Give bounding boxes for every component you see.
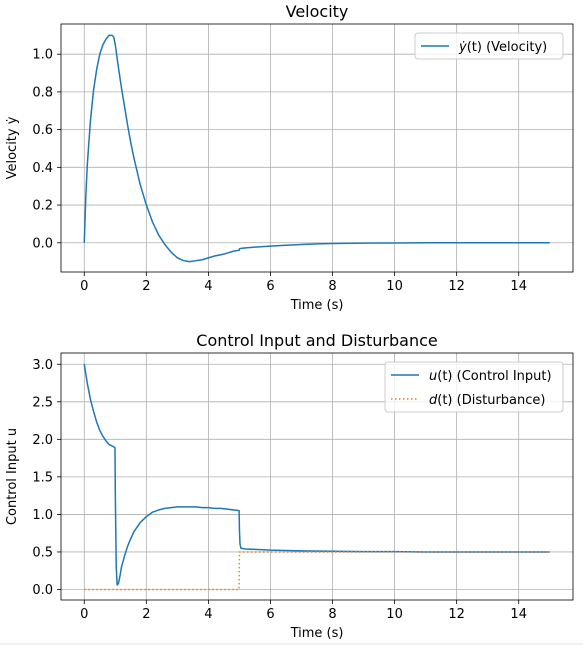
x-tick-label: 10 — [386, 279, 403, 294]
y-tick-label: 2.0 — [32, 433, 53, 448]
chart-title: Control Input and Disturbance — [196, 331, 437, 350]
series-line-0 — [83, 364, 550, 586]
legend-label-arg: (t) — [467, 40, 482, 55]
chart-title: Velocity — [286, 2, 349, 21]
series-line-1 — [84, 551, 550, 591]
y-tick-label: 0.8 — [32, 85, 53, 100]
x-tick-label: 12 — [448, 279, 465, 294]
legend-label-symbol: d — [429, 393, 438, 408]
y-tick-label: 1.0 — [32, 508, 53, 523]
x-tick-label: 4 — [204, 279, 212, 294]
y-tick-label: 0.0 — [32, 236, 53, 251]
axes-frame — [60, 23, 574, 273]
y-tick-label: 0.0 — [32, 583, 53, 598]
x-tick-label: 2 — [142, 607, 150, 622]
y-tick-label: 2.5 — [32, 395, 53, 410]
y-tick-label: 0.6 — [32, 123, 53, 138]
legend-label-text: (Velocity) — [482, 40, 547, 55]
x-axis-label: Time (s) — [290, 298, 344, 313]
legend-label-arg: (t) — [437, 393, 452, 408]
legend-label-0: u(t) (Control Input) — [429, 369, 552, 384]
y-tick-label: 3.0 — [32, 358, 53, 373]
x-tick-label: 14 — [510, 607, 527, 622]
legend-box — [414, 32, 564, 60]
x-tick-label: 6 — [266, 607, 274, 622]
x-tick-label: 8 — [328, 279, 336, 294]
y-tick-label: 1.5 — [32, 470, 53, 485]
y-axis-label: Velocity ẏ — [5, 116, 20, 179]
x-tick-label: 14 — [510, 279, 527, 294]
x-axis-label: Time (s) — [290, 626, 344, 641]
legend-label-text: (Disturbance) — [453, 393, 546, 408]
control-input-chart: 0 2 4 6 8 10 12 14 0.0 0.5 1.0 1.5 2.0 2.5 3.0 Control … — [5, 331, 574, 641]
x-tick-label: 4 — [204, 607, 212, 622]
series-line-0 — [83, 34, 550, 263]
x-tick-label: 8 — [328, 607, 336, 622]
y-axis-label: Control Input u — [5, 428, 20, 525]
legend-label-symbol: u — [429, 369, 437, 384]
x-tick-label: 6 — [266, 279, 274, 294]
x-tick-label: 0 — [80, 279, 88, 294]
y-tick-label: 1.0 — [32, 48, 53, 63]
legend-box — [384, 361, 564, 413]
y-tick-label: 0.5 — [32, 545, 53, 560]
legend-label-0: ẏ(t) (Velocity) — [458, 40, 547, 55]
x-tick-label: 10 — [386, 607, 403, 622]
x-tick-label: 2 — [142, 279, 150, 294]
x-tick-label: 0 — [80, 607, 88, 622]
velocity-chart: 0 2 4 6 8 10 12 14 0.0 0.2 0.4 0.6 0.8 1.0 Velocity Tim… — [5, 2, 574, 313]
window-bottom-edge — [0, 643, 583, 645]
legend-label-arg: (t) — [437, 369, 452, 384]
y-tick-label: 0.4 — [32, 161, 53, 176]
y-tick-label: 0.2 — [32, 199, 53, 214]
legend-label-1: d(t) (Disturbance) — [429, 393, 545, 408]
legend-label-text: (Control Input) — [453, 369, 552, 384]
x-tick-label: 12 — [448, 607, 465, 622]
legend-label-symbol: ẏ — [458, 40, 467, 55]
